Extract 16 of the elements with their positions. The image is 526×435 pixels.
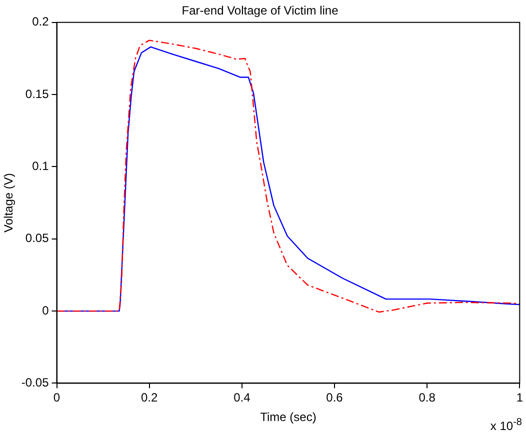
chart-title: Far-end Voltage of Victim line xyxy=(182,4,339,18)
y-tick-label: 0.05 xyxy=(25,231,50,246)
text: x 10$^{-8}$ xyxy=(490,417,522,433)
x-tick-label: 0.8 xyxy=(418,390,436,405)
y-axis-title: Voltage (V) xyxy=(2,173,16,232)
x-tick-label: 0.2 xyxy=(140,390,158,405)
y-tick-label: 0 xyxy=(42,303,50,318)
y-tick-label: 0.15 xyxy=(25,86,50,101)
y-tick-label: 0.2 xyxy=(32,14,50,29)
x-tick-label: 0.4 xyxy=(234,390,251,405)
y-tick-label: 0.1 xyxy=(32,159,50,174)
x-axis-title: Time (sec) xyxy=(260,410,316,424)
x-tick-label: 0 xyxy=(53,390,60,405)
y-tick-label: -0.05 xyxy=(21,376,50,390)
x-tick-label: 1 xyxy=(516,390,524,405)
x-tick-label: 0.6 xyxy=(326,390,344,405)
